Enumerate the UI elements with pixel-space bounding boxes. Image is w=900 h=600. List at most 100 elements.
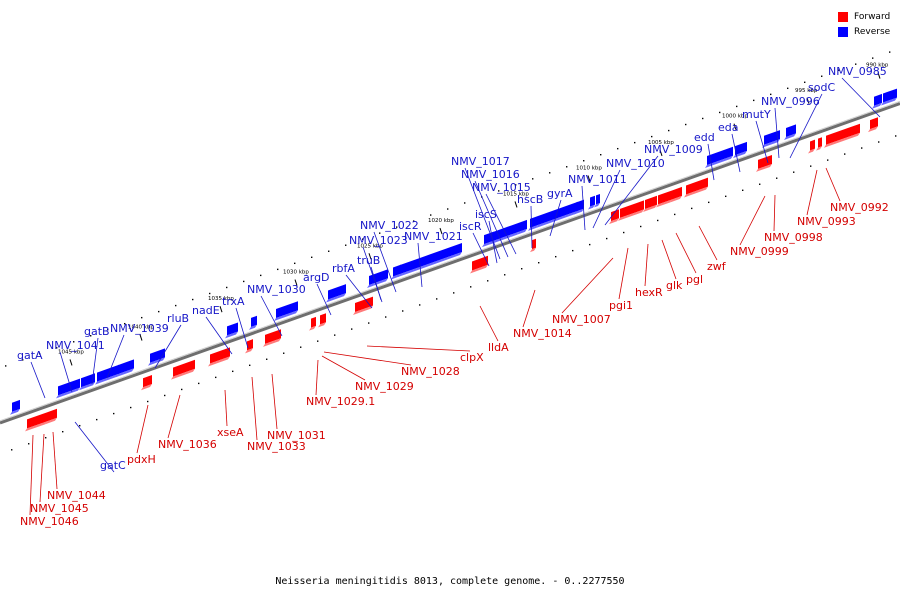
scale-dot <box>334 334 336 336</box>
forward-gene-block <box>684 177 708 198</box>
forward-gene-block <box>868 117 878 133</box>
reverse-gene-label: NMV_1041 <box>46 339 105 352</box>
reverse-gene-label: NMV_1016 <box>461 168 520 181</box>
scale-dot <box>572 249 574 252</box>
scale-dot <box>385 316 387 318</box>
scale-dot <box>260 274 262 277</box>
forward-leader-line <box>39 433 45 503</box>
reverse-gene-label: iscR <box>459 220 482 233</box>
scale-dot <box>209 292 211 295</box>
forward-gene-block <box>25 412 47 432</box>
forward-gene-block <box>530 238 536 253</box>
kbp-tick-mark <box>514 201 518 208</box>
scale-dot <box>453 292 455 294</box>
scale-dot <box>685 123 687 126</box>
reverse-gene-block <box>705 146 733 169</box>
scale-dot <box>249 364 251 367</box>
kbp-tick-mark <box>139 334 143 341</box>
legend-reverse: Reverse <box>838 24 890 39</box>
reverse-gene-block <box>588 195 595 210</box>
forward-gene-label: NMV_1036 <box>158 438 217 451</box>
kbp-tick-mark <box>294 279 298 286</box>
forward-gene-block <box>309 316 316 331</box>
scale-dot <box>175 304 177 307</box>
scale-dot <box>821 75 823 77</box>
forward-leader-line <box>773 194 776 232</box>
reverse-gene-block <box>391 264 401 280</box>
scale-dot <box>606 237 608 240</box>
forward-leader-line <box>167 394 181 439</box>
scale-dot <box>436 298 438 300</box>
legend-reverse-label: Reverse <box>854 26 891 37</box>
scale-dot <box>504 274 506 276</box>
kbp-tick-label: 990 kbp <box>866 63 889 69</box>
forward-leader-line <box>251 376 258 441</box>
reverse-gene-block <box>762 130 780 148</box>
reverse-gene-block <box>225 322 238 339</box>
reverse-gene-label: NMV_1039 <box>110 322 169 335</box>
reverse-gene-label: gatA <box>17 349 43 362</box>
scale-dot <box>470 286 472 288</box>
forward-gene-block <box>609 209 619 225</box>
legend-reverse-swatch <box>838 26 848 37</box>
scale-dot <box>776 177 778 179</box>
scale-dot <box>198 382 200 385</box>
reverse-leader-line <box>154 324 182 369</box>
scale-dot <box>674 213 676 216</box>
scale-dot <box>311 256 313 258</box>
forward-gene-label: NMV_1033 <box>247 440 306 453</box>
scale-dot <box>634 141 636 144</box>
scale-dot <box>402 310 404 312</box>
forward-leader-line <box>321 355 366 381</box>
reverse-gene-label: NMV_1021 <box>404 230 463 243</box>
scale-dot <box>124 322 126 325</box>
reverse-gene-label: NMV_1009 <box>644 143 703 156</box>
scale-dot <box>793 171 795 173</box>
scale-ticks: 1045 kbp 1040 kbp 1035 kbp 1030 kbp 1025 kbp… <box>58 63 889 366</box>
scale-dot <box>45 437 47 439</box>
reverse-gene-block <box>536 201 578 229</box>
scale-dot <box>28 443 30 445</box>
reverse-gene-block <box>95 364 119 385</box>
forward-gene-label: NMV_0998 <box>764 231 823 244</box>
reverse-leader-line <box>260 295 283 337</box>
forward-leader-line <box>479 305 499 342</box>
reverse-gene-label: hscB <box>517 193 543 206</box>
reverse-gene-label: NMV_0985 <box>828 65 887 78</box>
forward-gene-label: NMV_1044 <box>47 489 106 502</box>
reverse-leader-line <box>592 169 621 229</box>
reverse-leader-line <box>549 199 562 237</box>
scale-dot <box>691 207 693 210</box>
scale-dot <box>362 238 364 240</box>
scale-dot <box>515 184 517 186</box>
reverse-gene-label: NMV_1011 <box>568 173 627 186</box>
kbp-tick-label: 1035 kbp <box>208 296 234 302</box>
scale-dot <box>317 340 319 342</box>
scale-dot <box>804 81 806 83</box>
reverse-gene-label: NMV_0996 <box>761 95 820 108</box>
scale-dot <box>770 93 772 96</box>
kbp-tick-mark <box>587 175 591 182</box>
scale-dot <box>538 262 540 264</box>
scale-dot <box>11 449 13 451</box>
kbp-tick-label: 995 kbp <box>795 88 818 94</box>
reverse-leader-line <box>59 351 73 393</box>
forward-gene-label: lldA <box>488 341 509 354</box>
forward-gene-label: NMV_1046 <box>20 515 79 528</box>
reverse-leader-line <box>345 274 373 309</box>
reverse-leader-line <box>530 205 533 249</box>
kbp-tick-mark <box>219 306 223 313</box>
reverse-leader-line <box>205 316 233 355</box>
scale-dot <box>164 394 166 397</box>
scale-dot <box>844 153 846 155</box>
scale-dot <box>753 99 755 102</box>
scale-dot <box>583 160 585 162</box>
reverse-leader-line <box>417 242 423 288</box>
scale-dot <box>759 183 761 185</box>
reverse-leader-line <box>604 155 659 226</box>
forward-gene-block <box>171 359 195 380</box>
legend: Forward Reverse <box>838 9 890 39</box>
forward-leader-line <box>661 239 677 280</box>
figure-caption: Neisseria meningitidis 8013, complete ge… <box>275 576 625 587</box>
